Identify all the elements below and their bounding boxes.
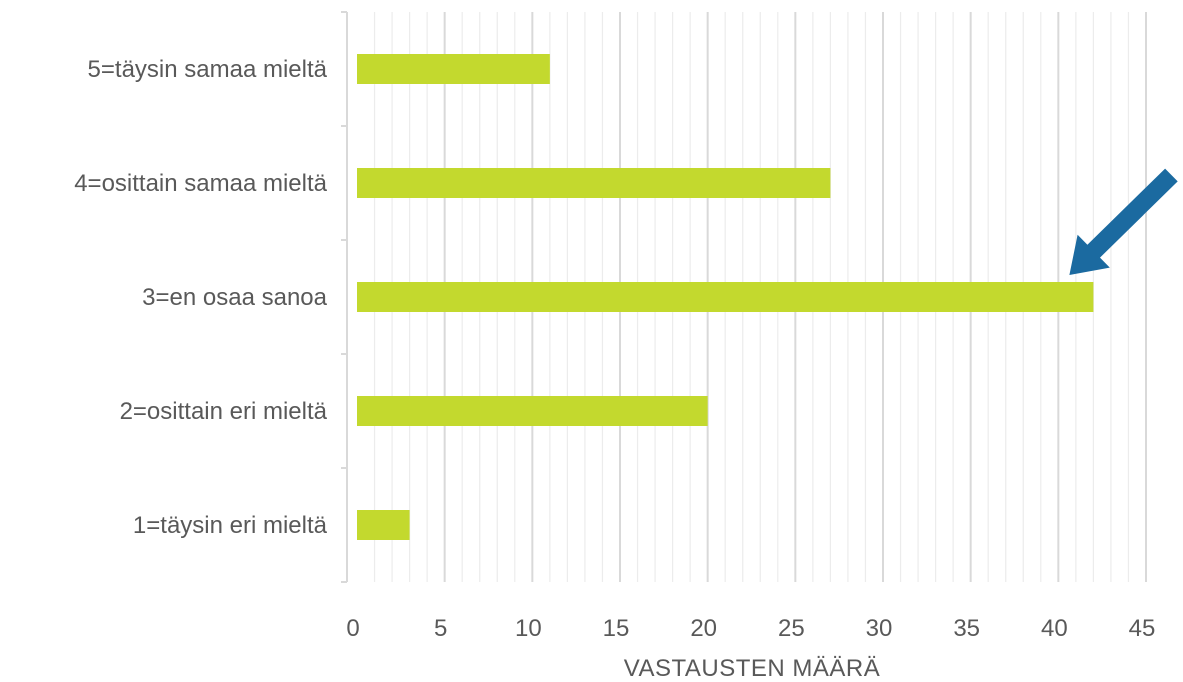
x-tick-labels: 0 5 10 15 20 25 30 35 40 45 (346, 615, 1155, 642)
category-label: 1=täysin eri mieltä (133, 512, 328, 539)
category-label: 3=en osaa sanoa (142, 284, 327, 311)
annotation-layer (1069, 168, 1178, 275)
axis-layer (341, 11, 348, 583)
category-labels: 5=täysin samaa mieltä 4=osittain samaa mi… (74, 56, 327, 539)
x-tick-label: 35 (953, 615, 980, 642)
bar (357, 168, 831, 198)
annotation-arrow (1069, 168, 1178, 275)
x-tick-label: 10 (515, 615, 542, 642)
x-tick-label: 45 (1129, 615, 1156, 642)
x-tick-label: 20 (690, 615, 717, 642)
x-tick-label: 25 (778, 615, 805, 642)
bar (357, 396, 708, 426)
x-axis-title: VASTAUSTEN MÄÄRÄ (624, 655, 880, 682)
bar-layer (357, 54, 1094, 540)
bar (357, 510, 410, 540)
x-tick-label: 40 (1041, 615, 1068, 642)
x-tick-label: 0 (346, 615, 359, 642)
category-label: 4=osittain samaa mieltä (74, 170, 327, 197)
x-tick-label: 15 (603, 615, 630, 642)
category-label: 5=täysin samaa mieltä (88, 56, 328, 83)
x-tick-label: 30 (866, 615, 893, 642)
bar (357, 54, 550, 84)
x-tick-label: 5 (434, 615, 447, 642)
category-label: 2=osittain eri mieltä (120, 398, 328, 425)
bar (357, 282, 1094, 312)
